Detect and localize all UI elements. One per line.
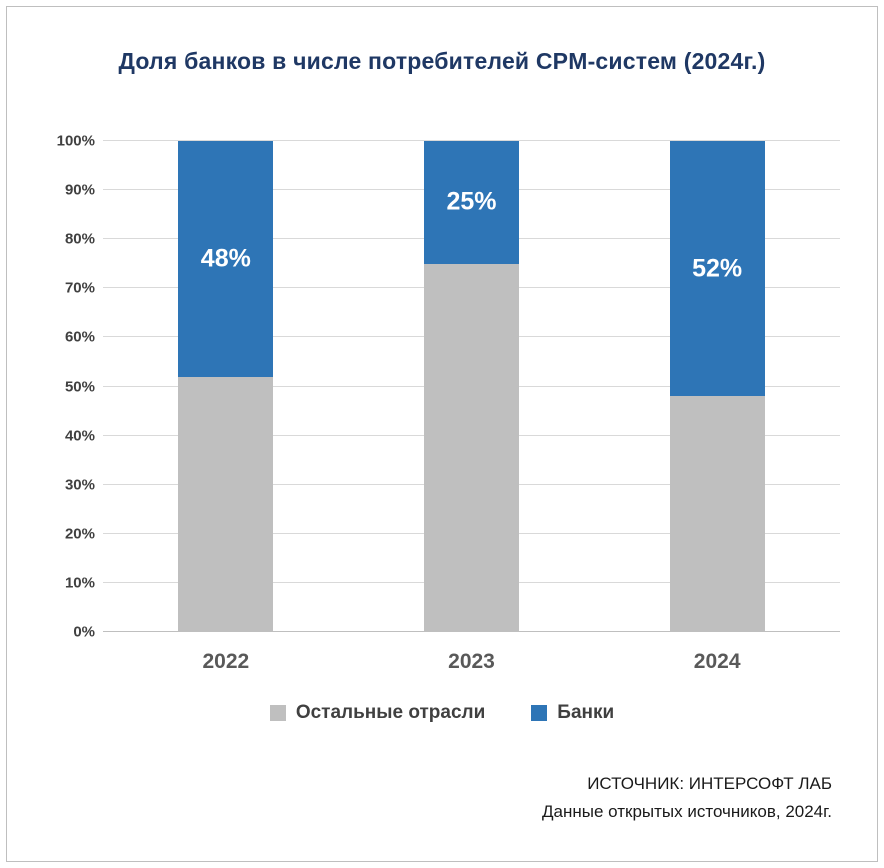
legend-item: Остальные отрасли — [269, 702, 486, 724]
legend-item: Банки — [531, 702, 614, 724]
legend-label: Остальные отрасли — [295, 702, 486, 723]
y-tick-label: 90% — [64, 181, 95, 199]
bar-segment: 48% — [178, 141, 274, 377]
bar-segment: 52% — [669, 141, 765, 397]
bar-value-label: 25% — [446, 187, 497, 216]
y-tick-label: 50% — [64, 378, 95, 395]
legend-swatch — [269, 705, 286, 721]
y-tick-label: 10% — [64, 574, 95, 592]
y-tick-label: 20% — [64, 525, 95, 543]
bar-segment — [669, 396, 765, 632]
bar-segment: 25% — [424, 141, 519, 264]
bar-value-label: 52% — [692, 254, 743, 283]
gridline — [103, 140, 840, 141]
source-line-2: Данные открытых источников, 2024г. — [542, 802, 832, 821]
y-tick-label: 100% — [56, 132, 95, 150]
bar-2022: 48% — [178, 141, 274, 632]
bar-segment — [424, 263, 519, 632]
legend-label: Банки — [557, 702, 615, 723]
bar-value-label: 48% — [200, 244, 251, 273]
legend: Остальные отрасли Банки — [0, 702, 884, 724]
chart-title: Доля банков в числе потребителей CPM-сис… — [118, 48, 766, 74]
y-tick-label: 60% — [64, 328, 95, 346]
y-tick-label: 40% — [64, 427, 95, 445]
source-line-1: ИСТОЧНИК: ИНТЕРСОФТ ЛАБ — [587, 774, 832, 793]
bar-segment — [178, 376, 274, 632]
x-axis-label: 2022 — [202, 650, 250, 673]
bar-2024: 52% — [669, 141, 765, 632]
bar-2023: 25% — [424, 141, 519, 632]
x-axis-label: 2023 — [448, 650, 495, 673]
y-tick-label: 0% — [73, 623, 95, 641]
plot-area: 0% 10% 20% 30% 40% 50% 60% 70% 80% 90% 100% 48% 2022… — [57, 133, 840, 673]
source-note: ИСТОЧНИК: ИНТЕРСОФТ ЛАБ Данные открытых … — [542, 770, 832, 826]
y-tick-label: 30% — [64, 476, 95, 494]
x-axis-label: 2024 — [693, 650, 741, 673]
legend-swatch — [531, 705, 548, 721]
y-tick-label: 80% — [64, 230, 95, 248]
y-tick-label: 70% — [64, 279, 95, 297]
